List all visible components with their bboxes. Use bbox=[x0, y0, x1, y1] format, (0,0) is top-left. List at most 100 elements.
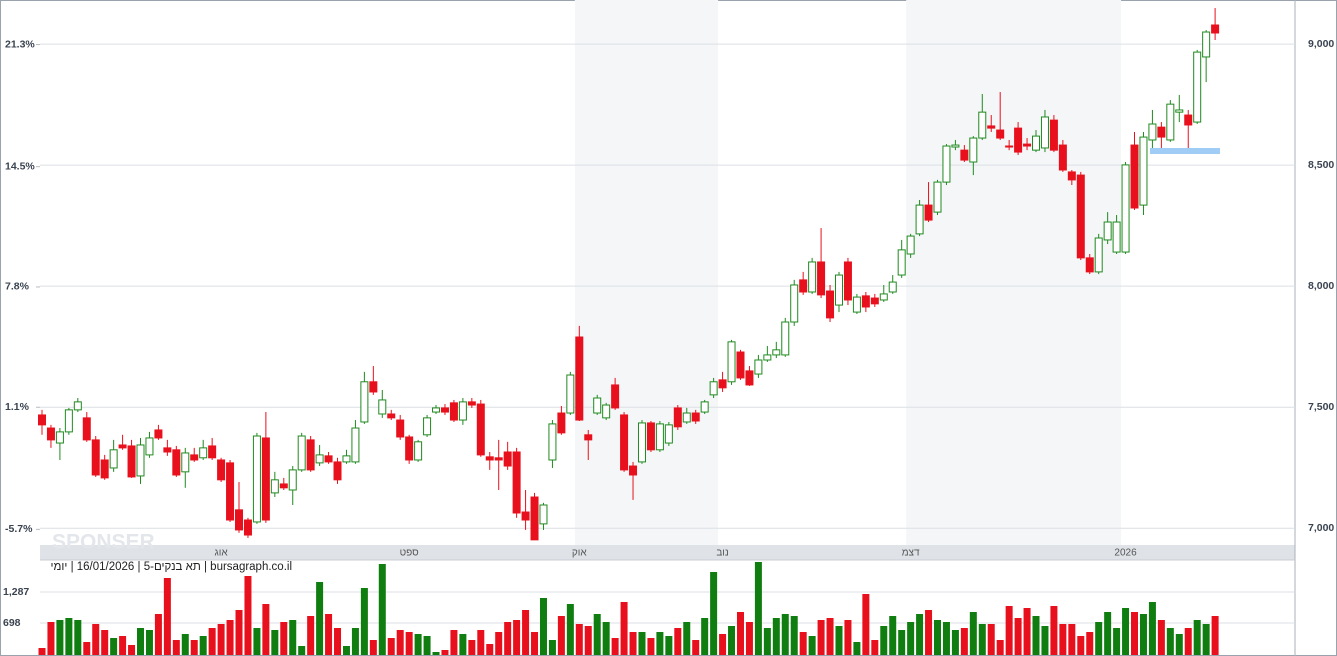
volume-bar bbox=[342, 646, 350, 655]
candle-body bbox=[718, 379, 727, 389]
candle-body bbox=[46, 427, 55, 441]
candle-body bbox=[163, 447, 172, 453]
candle-body bbox=[440, 407, 449, 413]
volume-bar bbox=[522, 610, 530, 655]
candle-body bbox=[1085, 257, 1094, 273]
volume-bar bbox=[826, 618, 834, 655]
volume-bar bbox=[262, 604, 270, 655]
x-tick-label: נוב bbox=[716, 548, 729, 559]
candle-body bbox=[763, 354, 772, 361]
volume-bar bbox=[65, 618, 73, 655]
candle-body bbox=[154, 429, 163, 439]
candle-body bbox=[136, 444, 145, 477]
plot: אוג ספט אוק נוב דצמ 2026 7,000 7,500 8,000 8,500 9… bbox=[3, 8, 1334, 655]
volume-bar bbox=[1077, 636, 1085, 655]
volume-bar bbox=[145, 630, 153, 655]
candle-body bbox=[467, 401, 476, 406]
candle-body bbox=[530, 496, 539, 541]
volume-bar bbox=[217, 624, 225, 655]
volume-bar bbox=[987, 624, 995, 655]
volume-bar bbox=[557, 616, 565, 655]
volume-bar bbox=[781, 614, 789, 655]
y2-tick-label: 1.1% bbox=[5, 401, 30, 413]
candle-body bbox=[476, 403, 485, 456]
candle-body bbox=[664, 424, 673, 444]
volume-bar bbox=[83, 642, 91, 655]
volume-bar bbox=[925, 610, 933, 655]
candle-body bbox=[315, 454, 324, 464]
volume-bar bbox=[763, 628, 771, 655]
candle-body bbox=[915, 204, 924, 235]
candle-body bbox=[897, 249, 906, 276]
volume-bar bbox=[1095, 622, 1103, 655]
candle-body bbox=[745, 370, 754, 386]
candle-body bbox=[55, 431, 64, 444]
candle-body bbox=[826, 290, 835, 319]
candle-body bbox=[727, 341, 736, 383]
volume-bar bbox=[56, 620, 64, 655]
candle-body bbox=[1211, 24, 1220, 34]
candle-body bbox=[978, 111, 987, 139]
volume-bar bbox=[172, 640, 180, 655]
candle-body bbox=[458, 401, 467, 421]
volume-bar bbox=[1104, 612, 1112, 655]
volume-bar bbox=[199, 636, 207, 655]
y-tick-label: 8,500 bbox=[1308, 159, 1334, 171]
candle-body bbox=[414, 441, 423, 461]
volume-bar bbox=[119, 636, 127, 655]
volume-bar bbox=[611, 638, 619, 655]
volume-bar bbox=[513, 620, 521, 655]
candle-body bbox=[700, 401, 709, 413]
candle-body bbox=[1193, 51, 1202, 123]
volume-bar bbox=[871, 640, 879, 655]
candle-body bbox=[754, 359, 763, 375]
volume-bar bbox=[504, 622, 512, 655]
volume-bar bbox=[1086, 632, 1094, 655]
candle-body bbox=[879, 293, 888, 301]
volume-bar bbox=[334, 628, 342, 655]
volume-bar bbox=[163, 578, 171, 655]
volume-bar bbox=[38, 648, 46, 655]
candle-body bbox=[82, 417, 91, 441]
candle-body bbox=[360, 381, 369, 423]
volume-bar bbox=[710, 572, 718, 655]
volume-bar bbox=[378, 564, 386, 655]
candle-body bbox=[64, 409, 73, 433]
x-tick-label: אוק bbox=[572, 548, 587, 559]
candle-body bbox=[127, 445, 136, 478]
volume-bar bbox=[396, 630, 404, 655]
candle-body bbox=[1112, 221, 1121, 253]
volume-bar bbox=[1041, 626, 1049, 655]
volume-bar bbox=[280, 622, 288, 655]
candle-body bbox=[1175, 109, 1184, 113]
volume-bar bbox=[844, 620, 852, 655]
candle-body bbox=[620, 414, 629, 471]
volume-bar bbox=[1050, 606, 1058, 655]
volume-bar bbox=[432, 652, 440, 655]
candle-body bbox=[449, 402, 458, 421]
candle-body bbox=[145, 437, 154, 456]
volume-bar bbox=[271, 630, 279, 655]
candle-body bbox=[423, 417, 432, 436]
volume-bar bbox=[817, 620, 825, 655]
y2-tick-label: 14.5% bbox=[5, 160, 35, 172]
candle-body bbox=[100, 459, 109, 479]
candle-body bbox=[199, 447, 208, 459]
candle-body bbox=[790, 284, 799, 323]
candle-body bbox=[799, 279, 808, 293]
volume-bar bbox=[799, 632, 807, 655]
candle-body bbox=[432, 407, 441, 413]
volume-bar bbox=[548, 640, 556, 655]
candle-body bbox=[521, 511, 530, 521]
volume-bar bbox=[1193, 620, 1201, 655]
volume-bar bbox=[208, 628, 216, 655]
volume-bar bbox=[575, 624, 583, 655]
volume-bar bbox=[951, 630, 959, 655]
volume-bar bbox=[1122, 608, 1130, 655]
candle-body bbox=[548, 423, 557, 461]
volume-bar bbox=[360, 588, 368, 655]
candle-body bbox=[611, 384, 620, 409]
candle-body bbox=[843, 261, 852, 301]
candle-body bbox=[1121, 164, 1130, 253]
